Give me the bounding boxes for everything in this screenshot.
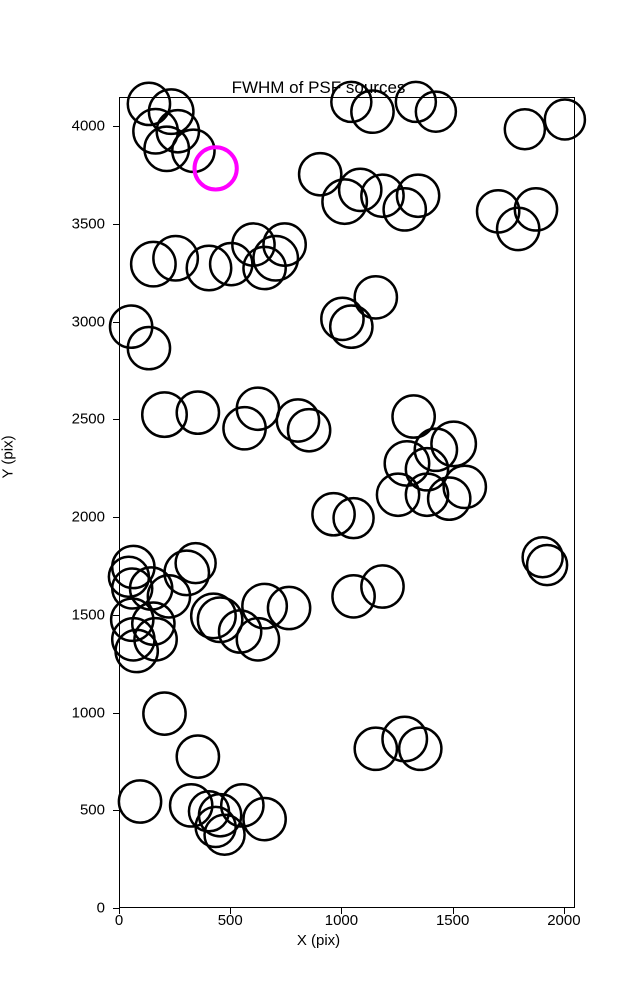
y-tick-mark xyxy=(113,713,119,714)
psf-source-circle[interactable] xyxy=(399,728,441,770)
circles-svg xyxy=(120,98,576,909)
x-tick-label: 1500 xyxy=(436,912,469,929)
psf-source-circle[interactable] xyxy=(277,399,319,441)
psf-source-circle[interactable] xyxy=(143,692,185,734)
y-tick-label: 4000 xyxy=(30,118,105,135)
circles-group[interactable] xyxy=(109,82,585,855)
x-tick-mark xyxy=(453,908,454,914)
psf-source-circle[interactable] xyxy=(242,584,286,628)
chart-title: FWHM of PSF sources xyxy=(0,78,637,98)
psf-source-circle[interactable] xyxy=(142,392,186,436)
psf-source-circle[interactable] xyxy=(321,298,363,340)
psf-source-circle[interactable] xyxy=(223,407,265,449)
psf-source-circle[interactable] xyxy=(177,735,219,777)
y-tick-label: 0 xyxy=(30,900,105,917)
y-tick-mark xyxy=(113,419,119,420)
x-tick-label: 500 xyxy=(218,912,243,929)
psf-source-circle[interactable] xyxy=(444,466,486,508)
chart-container: FWHM of PSF sources X (pix) Y (pix) 0 500… xyxy=(0,0,637,1000)
y-tick-label: 1500 xyxy=(30,606,105,623)
x-tick-mark xyxy=(230,908,231,914)
y-tick-label: 1000 xyxy=(30,704,105,721)
psf-source-circle[interactable] xyxy=(332,575,374,617)
x-axis-label: X (pix) xyxy=(0,932,637,949)
y-tick-label: 3500 xyxy=(30,216,105,233)
y-tick-label: 2000 xyxy=(30,509,105,526)
psf-source-circle[interactable] xyxy=(322,179,366,223)
y-tick-mark xyxy=(113,322,119,323)
psf-source-circle[interactable] xyxy=(268,587,310,629)
psf-source-circle[interactable] xyxy=(176,543,216,583)
psf-source-circle[interactable] xyxy=(515,188,557,230)
psf-source-circle[interactable] xyxy=(330,306,372,348)
psf-source-circle[interactable] xyxy=(382,717,426,761)
y-tick-mark xyxy=(113,517,119,518)
psf-source-circle[interactable] xyxy=(299,153,341,195)
y-tick-label: 2500 xyxy=(30,411,105,428)
psf-source-circle[interactable] xyxy=(505,109,545,149)
psf-source-circle[interactable] xyxy=(355,728,397,770)
y-tick-mark xyxy=(113,615,119,616)
x-tick-label: 0 xyxy=(115,912,123,929)
x-tick-mark xyxy=(564,908,565,914)
y-tick-mark xyxy=(113,126,119,127)
y-tick-label: 500 xyxy=(30,802,105,819)
psf-source-circle[interactable] xyxy=(361,565,403,607)
plot-area xyxy=(119,97,575,908)
psf-source-circle[interactable] xyxy=(392,395,434,437)
x-tick-mark xyxy=(341,908,342,914)
psf-source-circle[interactable] xyxy=(237,388,279,430)
highlighted-fwhm-circle[interactable] xyxy=(195,147,237,189)
y-tick-mark xyxy=(113,224,119,225)
y-tick-mark xyxy=(113,908,119,909)
y-tick-label: 3000 xyxy=(30,313,105,330)
y-tick-mark xyxy=(113,810,119,811)
x-tick-label: 2000 xyxy=(547,912,580,929)
psf-source-circle[interactable] xyxy=(119,780,161,822)
psf-source-circle[interactable] xyxy=(237,618,279,660)
x-tick-label: 1000 xyxy=(325,912,358,929)
y-axis-label: Y (pix) xyxy=(0,435,17,478)
psf-source-circle[interactable] xyxy=(355,276,397,318)
psf-source-circle[interactable] xyxy=(288,409,330,451)
psf-source-circle[interactable] xyxy=(428,477,470,519)
x-tick-mark xyxy=(119,908,120,914)
psf-source-circle[interactable] xyxy=(351,91,393,133)
psf-source-circle[interactable] xyxy=(545,99,585,139)
